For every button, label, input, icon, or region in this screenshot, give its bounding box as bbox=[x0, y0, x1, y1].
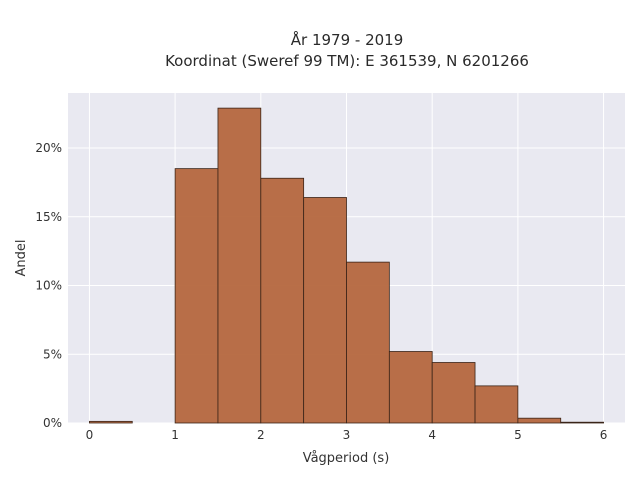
y-tick-label: 20% bbox=[35, 141, 62, 155]
histogram-bar bbox=[474, 385, 519, 424]
x-tick-label: 2 bbox=[257, 428, 265, 442]
x-tick-label: 5 bbox=[514, 428, 522, 442]
histogram-bars bbox=[89, 107, 604, 424]
y-tick-label: 10% bbox=[35, 279, 62, 293]
x-tick-label: 0 bbox=[86, 428, 94, 442]
y-tick-label: 15% bbox=[35, 210, 62, 224]
histogram-bar bbox=[560, 421, 604, 424]
x-axis-label: Vågperiod (s) bbox=[303, 451, 390, 466]
x-tick-label: 3 bbox=[343, 428, 351, 442]
histogram-bar bbox=[431, 362, 476, 424]
x-tick-label: 6 bbox=[600, 428, 608, 442]
chart-title-line2: Koordinat (Sweref 99 TM): E 361539, N 62… bbox=[165, 52, 529, 70]
histogram-bar bbox=[303, 197, 347, 424]
histogram-bar bbox=[174, 168, 219, 424]
histogram-bar bbox=[217, 107, 262, 424]
x-tick-label: 4 bbox=[428, 428, 436, 442]
x-tick-label: 1 bbox=[171, 428, 179, 442]
histogram-bar bbox=[260, 177, 305, 424]
histogram-bar bbox=[346, 261, 390, 424]
y-tick-label: 0% bbox=[43, 416, 62, 430]
histogram-bar bbox=[89, 420, 133, 424]
histogram-bar bbox=[388, 351, 433, 424]
histogram-bar bbox=[517, 417, 562, 424]
y-tick-label: 5% bbox=[43, 347, 62, 361]
x-axis-ticks: 0 1 2 3 4 5 6 bbox=[86, 428, 608, 442]
y-axis-ticks: 0% 5% 10% 15% 20% bbox=[35, 141, 62, 430]
y-axis-label: Andel bbox=[14, 240, 29, 277]
chart-title-line1: År 1979 - 2019 bbox=[291, 30, 404, 49]
